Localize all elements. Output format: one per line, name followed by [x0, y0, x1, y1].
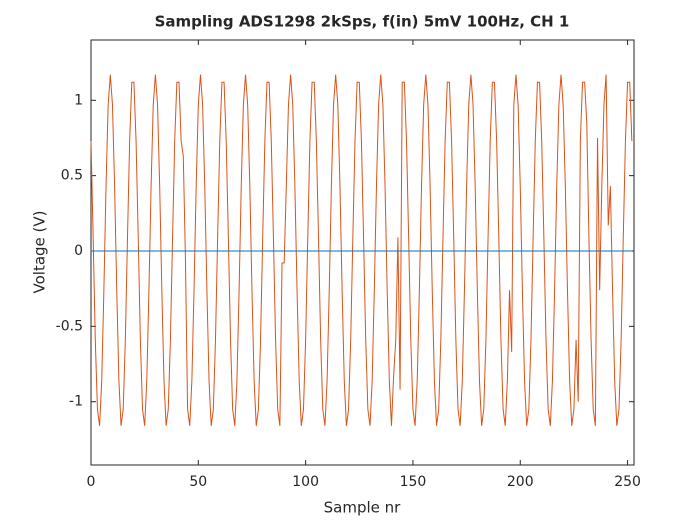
y-tick-label: -1: [69, 394, 83, 410]
x-axis-label: Sample nr: [324, 499, 402, 517]
y-tick-label: 0: [74, 243, 83, 259]
y-axis-label: Voltage (V): [31, 211, 49, 294]
x-tick-label: 100: [292, 474, 319, 490]
chart-title: Sampling ADS1298 2kSps, f(in) 5mV 100Hz,…: [155, 13, 570, 31]
y-tick-label: 0.5: [61, 168, 83, 184]
x-tick-label: 50: [189, 474, 207, 490]
data-line: [90, 74, 633, 426]
y-tick-label: 1: [74, 92, 83, 108]
y-tick-label: -0.5: [56, 318, 83, 334]
x-tick-label: 150: [400, 474, 427, 490]
x-tick-label: 0: [87, 474, 96, 490]
x-tick-label: 200: [507, 474, 534, 490]
x-tick-label: 250: [614, 474, 641, 490]
plot-area: [90, 39, 635, 466]
